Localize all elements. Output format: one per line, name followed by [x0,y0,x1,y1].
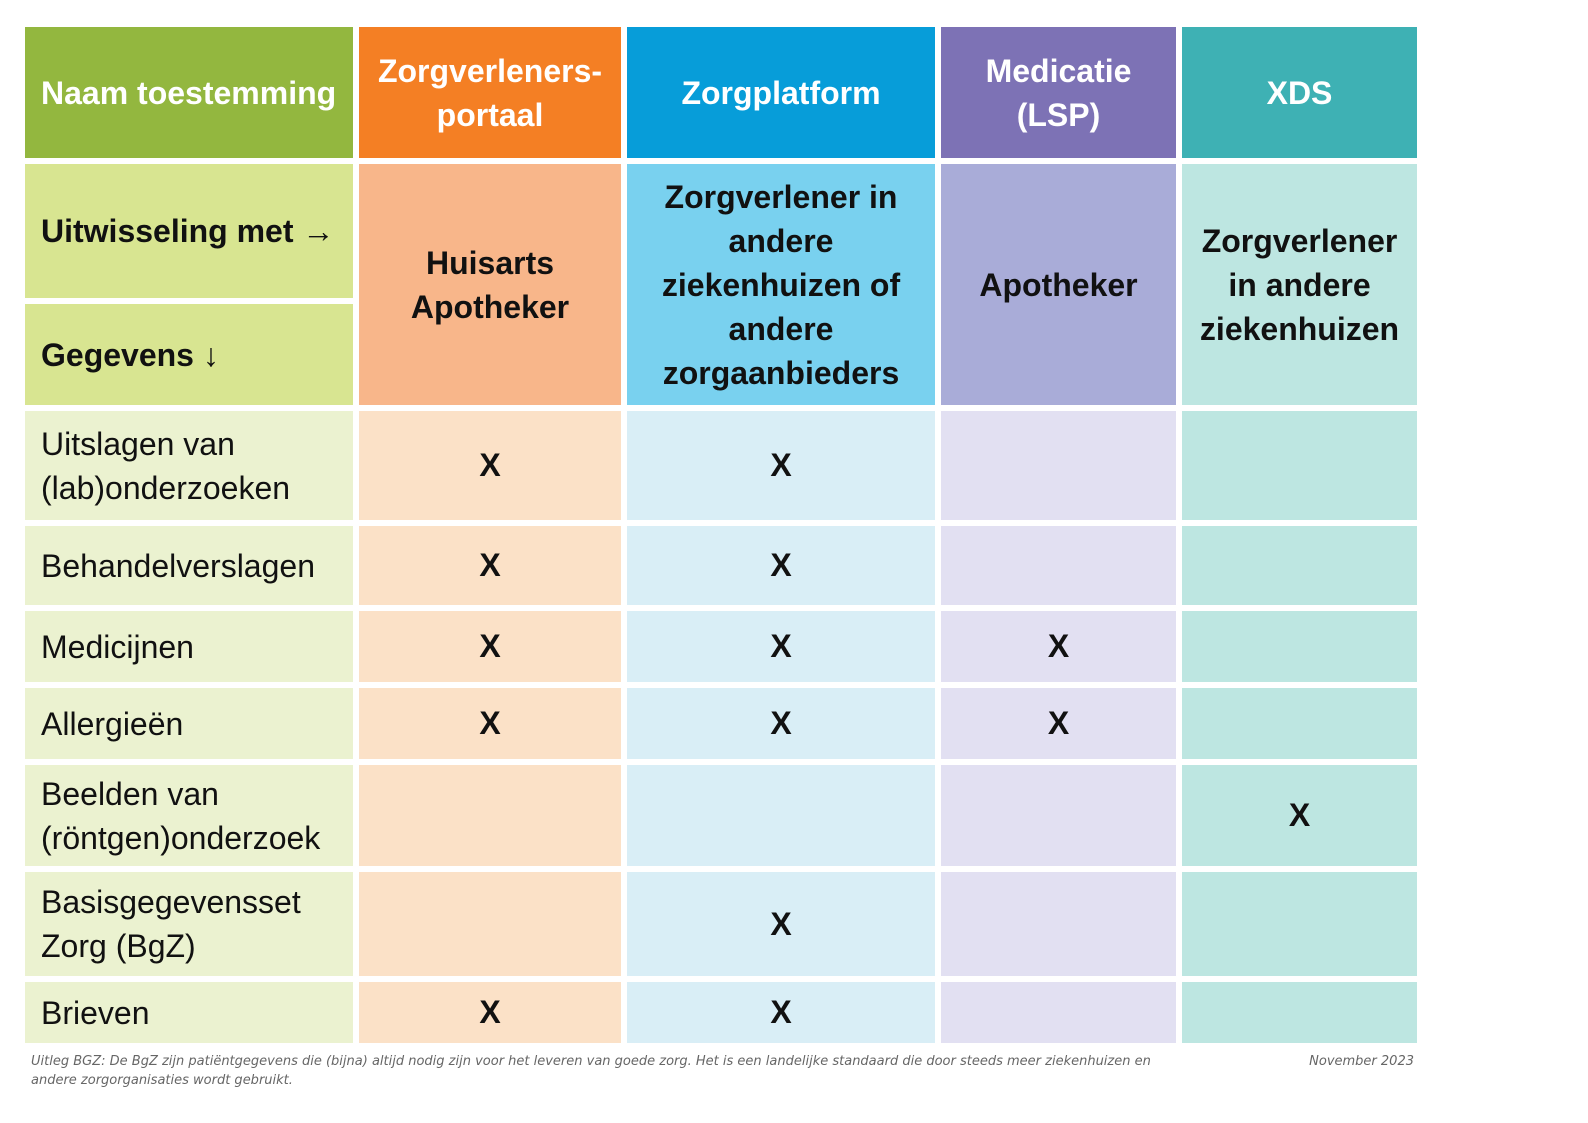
row-label-text: Basisgegevensset Zorg (BgZ) [41,884,301,964]
row-label-behandelverslagen: Behandelverslagen [25,526,353,605]
mark-cell [1182,411,1417,520]
header-zorgplatform: Zorgplatform [627,27,935,158]
row-label-text: Medicijnen [41,628,194,665]
footer-date: November 2023 [1309,1054,1414,1069]
mark-cell: X [359,411,621,520]
mark-cell: X [359,688,621,759]
mark-cell [941,526,1176,605]
check-mark: X [770,905,792,942]
mark-cell [1182,611,1417,682]
mark-cell: X [627,411,935,520]
subheader-uitwisseling-met: Uitwisseling met → [25,164,353,298]
subheader-apotheker-label: Apotheker [979,266,1138,303]
row-label-uitslagen: Uitslagen van (lab)onderzoeken [25,411,353,520]
mark-cell [941,872,1176,976]
mark-cell [941,411,1176,520]
subheader-gegevens-label: Gegevens ↓ [41,336,219,373]
check-mark: X [479,547,501,583]
mark-cell [359,872,621,976]
check-mark: X [770,705,792,741]
check-mark: X [479,705,501,741]
check-mark: X [479,994,501,1030]
row-label-text: Behandelverslagen [41,547,315,584]
mark-cell: X [627,611,935,682]
subheader-zorgplatform-label: Zorgverlener in andere ziekenhuizen of a… [661,178,901,391]
check-mark: X [1047,705,1070,741]
mark-cell: X [359,982,621,1043]
check-mark: X [1047,628,1070,664]
subheader-huisarts-label: Huisarts Apotheker [410,244,570,325]
subheader-huisarts-apotheker: Huisarts Apotheker [359,164,621,405]
mark-cell [941,982,1176,1043]
header-xds-label: XDS [1266,74,1333,111]
check-mark: X [479,447,501,483]
row-label-text: Uitslagen van (lab)onderzoeken [41,425,291,506]
header-zorgplatform-label: Zorgplatform [681,74,881,111]
check-mark: X [479,628,501,664]
subheader-zorgverlener-andere-ziekenhuizen: Zorgverlener in andere ziekenhuizen [1182,164,1417,405]
subheader-zorgverlener-andere-ziekenhuizen-zorgaanbieders: Zorgverlener in andere ziekenhuizen of a… [627,164,935,405]
mark-cell: X [359,611,621,682]
mark-cell: X [627,526,935,605]
row-label-brieven: Brieven [25,982,353,1043]
mark-cell: X [1182,765,1417,866]
row-label-text: Brieven [41,994,150,1031]
footer-bgz-explanation: Uitleg BGZ: De BgZ zijn patiëntgegevens … [31,1054,1151,1088]
header-medicatie-label: Medicatie (LSP) [985,52,1132,133]
check-mark: X [1288,797,1311,833]
mark-cell: X [627,688,935,759]
subheader-uitwisseling-label: Uitwisseling met → [41,213,335,249]
mark-cell [627,765,935,866]
mark-cell [1182,982,1417,1043]
row-label-beelden: Beelden van (röntgen)onderzoek [25,765,353,866]
mark-cell [1182,872,1417,976]
mark-cell [359,765,621,866]
header-xds: XDS [1182,27,1417,158]
check-mark: X [770,628,792,664]
row-label-basisgegevensset: Basisgegevensset Zorg (BgZ) [25,872,353,976]
subheader-apotheker: Apotheker [941,164,1176,405]
mark-cell [1182,526,1417,605]
check-mark: X [770,547,792,583]
check-mark: X [770,994,792,1030]
mark-cell: X [359,526,621,605]
mark-cell: X [941,688,1176,759]
row-label-text: Allergieën [41,705,184,742]
consent-overview-table: Naam toestemming Zorgverleners-portaal Z… [25,27,1419,1043]
mark-cell: X [941,611,1176,682]
mark-cell: X [627,872,935,976]
header-zorgverlenersportaal-label: Zorgverleners-portaal [377,52,603,133]
header-naam-label: Naam toestemming [41,74,337,111]
row-label-text: Beelden van (röntgen)onderzoek [41,775,321,856]
subheader-gegevens: Gegevens ↓ [25,304,353,405]
header-medicatie-lsp: Medicatie (LSP) [941,27,1176,158]
check-mark: X [770,447,792,483]
mark-cell [941,765,1176,866]
mark-cell: X [627,982,935,1043]
subheader-xds-label: Zorgverlener in andere ziekenhuizen [1199,222,1400,347]
header-zorgverlenersportaal: Zorgverleners-portaal [359,27,621,158]
row-label-medicijnen: Medicijnen [25,611,353,682]
header-naam-toestemming: Naam toestemming [25,27,353,158]
row-label-allergieen: Allergieën [25,688,353,759]
mark-cell [1182,688,1417,759]
